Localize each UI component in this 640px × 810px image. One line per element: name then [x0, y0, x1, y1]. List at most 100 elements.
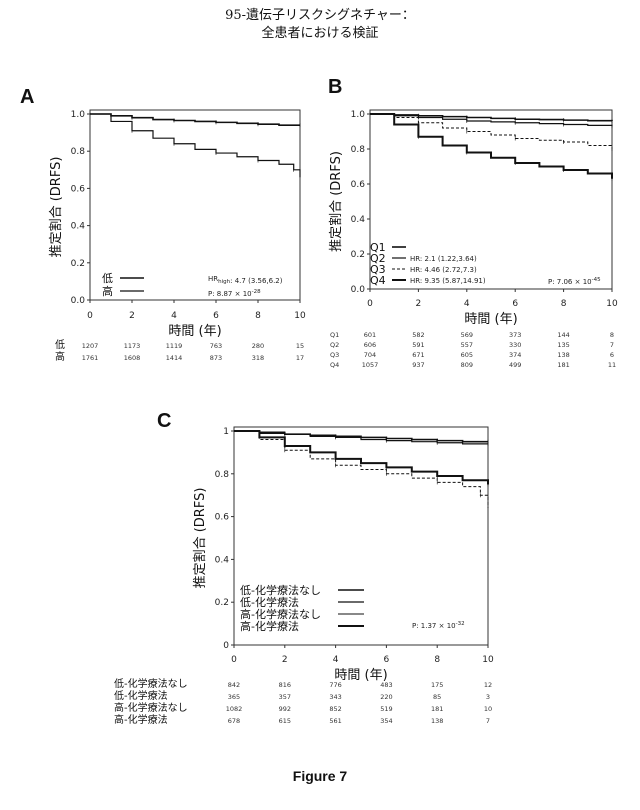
legend-label-b: Q1	[370, 241, 386, 254]
risk-count-b: 557	[461, 341, 473, 349]
y-tick-label-c: 0.8	[215, 470, 230, 480]
km-curve-a	[90, 113, 300, 126]
risk-count-c: 842	[228, 681, 240, 689]
risk-count-b: 809	[461, 361, 473, 369]
legend-label-b: Q3	[370, 263, 386, 276]
risk-count-c: 175	[431, 681, 443, 689]
y-tick-label-b: 1.0	[351, 110, 366, 120]
x-tick-label-c: 4	[333, 655, 339, 665]
risk-count-a: 763	[210, 342, 222, 350]
risk-count-c: 615	[279, 717, 291, 725]
risk-count-c: 561	[329, 717, 341, 725]
panel-label-a: A	[20, 86, 35, 108]
risk-count-c: 220	[380, 693, 392, 701]
risk-count-a: 1119	[166, 342, 183, 350]
y-tick-label-c: 0.2	[215, 598, 229, 608]
risk-count-b: 704	[364, 351, 376, 359]
x-tick-label-a: 2	[129, 311, 135, 321]
y-axis-title-b: 推定割合 (DRFS)	[328, 151, 344, 252]
risk-count-a: 1608	[124, 354, 141, 362]
risk-count-b: 499	[509, 361, 521, 369]
x-tick-label-c: 0	[231, 655, 237, 665]
risk-row-label-c: 高-化学療法	[114, 713, 168, 726]
risk-count-b: 1057	[362, 361, 379, 369]
x-tick-label-c: 2	[282, 655, 288, 665]
risk-count-c: 7	[486, 717, 490, 725]
x-tick-label-b: 8	[561, 299, 567, 309]
x-tick-label-b: 10	[606, 299, 618, 309]
km-curve-a	[90, 113, 301, 178]
legend-label-a: 低	[102, 272, 113, 285]
y-tick-label-c: 0.4	[215, 555, 230, 565]
panel-label-b: B	[328, 76, 343, 98]
y-tick-label-b: 0.2	[351, 250, 365, 260]
risk-count-c: 10	[484, 705, 492, 713]
y-tick-label-b: 0.8	[351, 145, 366, 155]
figure-title-line1: 95-遺伝子リスクシグネチャー：	[225, 8, 415, 23]
p-annotation-c: P: 1.37 × 10-32	[412, 621, 465, 630]
risk-count-b: 135	[557, 341, 569, 349]
risk-count-c: 354	[380, 717, 392, 725]
legend-label-a: 高	[102, 284, 113, 298]
km-curve-b	[370, 113, 613, 149]
risk-count-b: 373	[509, 331, 521, 339]
y-axis-title-a: 推定割合 (DRFS)	[48, 157, 64, 258]
legend-hr-b: HR: 9.35 (5.87,14.91)	[410, 277, 486, 285]
risk-count-c: 357	[279, 693, 291, 701]
risk-count-c: 992	[279, 705, 291, 713]
risk-row-label-c: 低-化学療法	[114, 689, 168, 702]
risk-count-a: 1761	[82, 354, 99, 362]
legend-label-c: 低-化学療法	[240, 595, 299, 609]
risk-count-c: 365	[228, 693, 240, 701]
risk-row-label-c: 高-化学療法なし	[114, 701, 188, 714]
legend-label-c: 低-化学療法なし	[240, 583, 321, 597]
x-tick-label-b: 2	[416, 299, 422, 309]
km-curve-b	[370, 113, 613, 179]
y-tick-label-a: 0.0	[71, 296, 86, 306]
risk-count-b: 6	[610, 351, 614, 359]
risk-count-b: 606	[364, 341, 376, 349]
risk-count-b: 330	[509, 341, 521, 349]
risk-count-b: 601	[364, 331, 376, 339]
x-axis-title-b: 時間 (年)	[464, 312, 517, 327]
risk-row-label-b: Q2	[330, 341, 339, 349]
x-axis-title-c: 時間 (年)	[334, 668, 387, 683]
x-tick-label-c: 10	[482, 655, 494, 665]
p-annotation-a: P: 8.87 × 10-28	[208, 289, 261, 298]
plot-frame-b	[369, 109, 613, 290]
legend-label-b: Q4	[370, 274, 386, 287]
x-tick-label-a: 10	[294, 311, 306, 321]
legend-hr-b: HR: 4.46 (2.72,7.3)	[410, 266, 477, 274]
x-tick-label-b: 0	[367, 299, 373, 309]
risk-count-b: 605	[461, 351, 473, 359]
risk-count-a: 873	[210, 354, 222, 362]
risk-count-a: 1414	[166, 354, 183, 362]
risk-count-b: 138	[557, 351, 569, 359]
y-tick-label-a: 0.2	[71, 259, 85, 269]
risk-count-b: 374	[509, 351, 521, 359]
x-tick-label-c: 6	[384, 655, 390, 665]
y-tick-label-a: 0.8	[71, 147, 86, 157]
risk-count-b: 181	[557, 361, 569, 369]
x-tick-label-c: 8	[434, 655, 440, 665]
risk-count-a: 17	[296, 354, 304, 362]
y-tick-label-b: 0.0	[351, 285, 366, 295]
risk-count-a: 280	[252, 342, 264, 350]
risk-count-c: 343	[329, 693, 341, 701]
risk-count-a: 318	[252, 354, 264, 362]
risk-count-c: 519	[380, 705, 392, 713]
legend-label-b: Q2	[370, 252, 386, 265]
y-tick-label-a: 0.6	[71, 184, 86, 194]
risk-count-b: 582	[412, 331, 424, 339]
x-tick-label-a: 6	[213, 311, 219, 321]
panel-label-c: C	[157, 410, 172, 432]
risk-count-c: 678	[228, 717, 240, 725]
y-tick-label-c: 0	[223, 641, 229, 651]
risk-count-b: 7	[610, 341, 614, 349]
risk-count-c: 1082	[226, 705, 243, 713]
risk-count-a: 1207	[82, 342, 99, 350]
x-axis-title-a: 時間 (年)	[168, 324, 221, 339]
risk-count-a: 15	[296, 342, 304, 350]
risk-row-label-b: Q1	[330, 331, 339, 339]
legend-label-c: 高-化学療法	[240, 619, 299, 633]
